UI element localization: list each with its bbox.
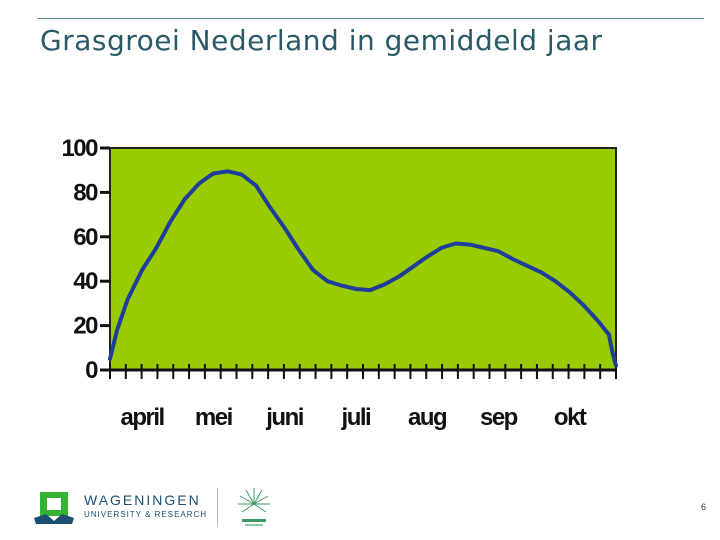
wageningen-logo-icon — [34, 492, 74, 524]
page-number: 6 — [700, 502, 706, 512]
plot-area — [109, 147, 617, 371]
y-tick-label: 80 — [73, 179, 98, 206]
footer: WAGENINGEN UNIVERSITY & RESEARCH — [32, 486, 692, 530]
x-tick-label: okt — [554, 404, 587, 431]
wur-100-years-icon — [238, 488, 270, 526]
y-tick-label: 20 — [73, 313, 98, 340]
x-tick-label: mei — [195, 404, 232, 431]
title-rule — [38, 18, 704, 19]
footer-divider — [217, 488, 218, 526]
grass-growth-chart: 0 20 40 60 80 100 april mei juni juli aug sep okt — [61, 135, 618, 431]
org-subtitle: UNIVERSITY & RESEARCH — [84, 510, 208, 519]
x-tick-label: aug — [408, 404, 447, 431]
x-tick-label: sep — [480, 404, 518, 431]
x-tick-label: juni — [265, 404, 303, 431]
slide-title: Grasgroei Nederland in gemiddeld jaar — [40, 24, 603, 57]
y-tick-label: 60 — [73, 224, 98, 251]
y-tick-label: 100 — [61, 135, 98, 162]
series-line — [108, 169, 618, 368]
y-tick-label: 40 — [73, 268, 98, 295]
x-tick-label: april — [120, 404, 163, 431]
org-name: WAGENINGEN — [84, 492, 201, 508]
x-tick-label: juli — [341, 404, 371, 431]
y-tick-label: 0 — [85, 357, 98, 384]
